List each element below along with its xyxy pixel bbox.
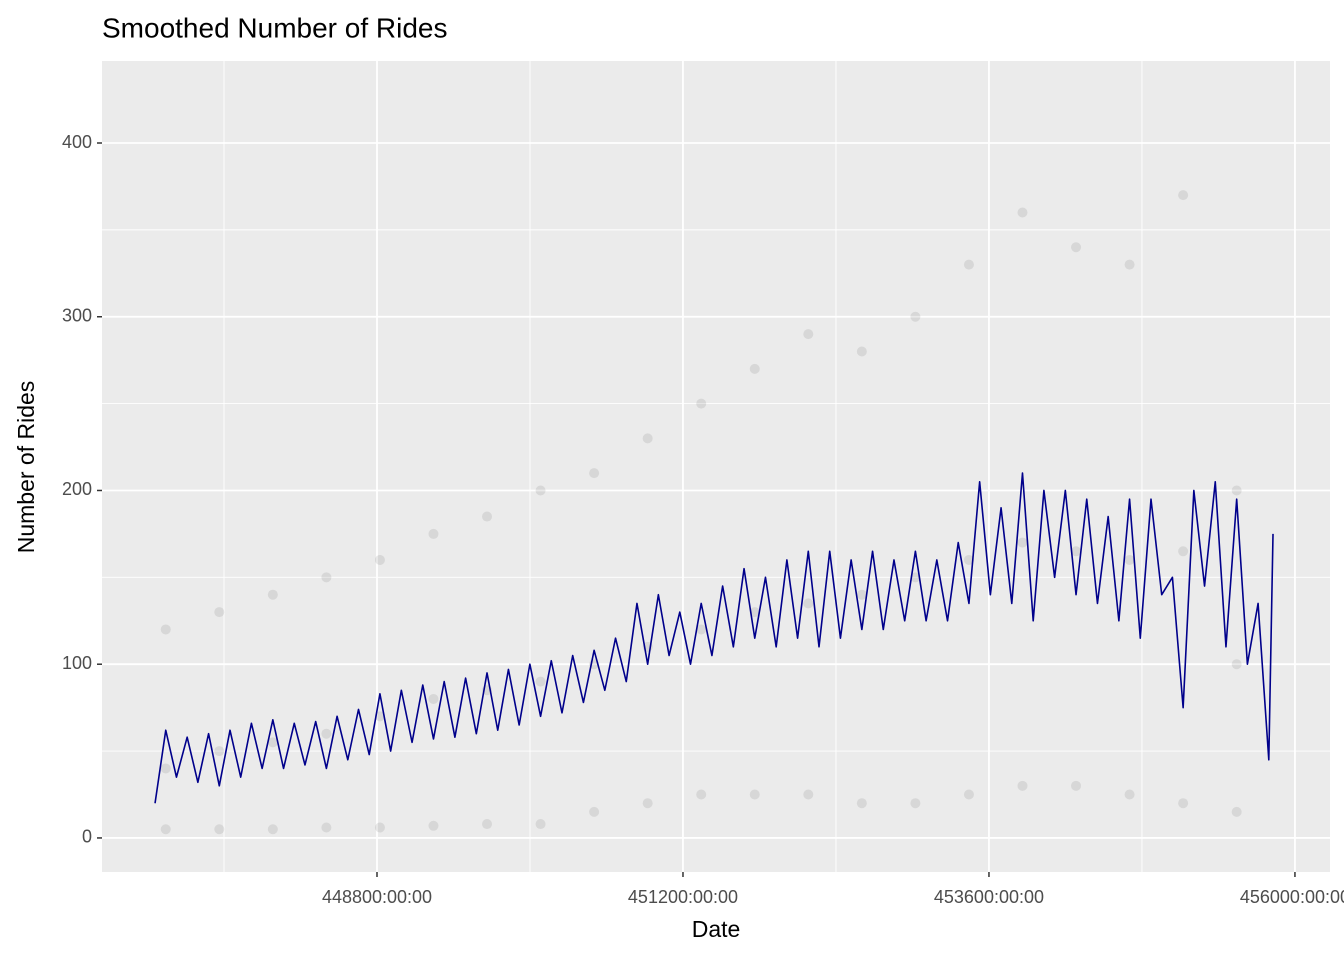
plot-panel xyxy=(102,61,1330,872)
ride-point xyxy=(482,511,493,522)
ride-point xyxy=(214,607,225,618)
ride-point xyxy=(214,824,225,835)
ride-point xyxy=(749,789,760,800)
x-tick-label: 456000:00:00 xyxy=(1240,887,1344,907)
ride-point xyxy=(160,824,171,835)
ride-point xyxy=(535,676,546,687)
x-axis-title: Date xyxy=(692,916,741,942)
ride-point xyxy=(482,819,493,830)
ride-point xyxy=(749,363,760,374)
ride-point xyxy=(910,572,921,583)
ride-point xyxy=(696,398,707,409)
ride-point xyxy=(642,798,653,809)
ride-point xyxy=(1178,546,1189,557)
ride-point xyxy=(856,798,867,809)
ride-point xyxy=(535,819,546,830)
ride-point xyxy=(642,433,653,444)
ride-point xyxy=(214,746,225,757)
ride-point xyxy=(267,589,278,600)
ride-point xyxy=(428,693,439,704)
ride-point xyxy=(374,554,385,565)
ride-point xyxy=(910,798,921,809)
grid xyxy=(102,61,1330,872)
ride-point xyxy=(160,624,171,635)
x-tick-label: 448800:00:00 xyxy=(322,887,432,907)
y-tick-label: 100 xyxy=(62,653,92,673)
ride-point xyxy=(1071,780,1082,791)
y-tick-label: 200 xyxy=(62,479,92,499)
y-tick-label: 300 xyxy=(62,305,92,325)
x-tick-label: 451200:00:00 xyxy=(628,887,738,907)
chart-title: Smoothed Number of Rides xyxy=(102,12,448,43)
ride-point xyxy=(374,711,385,722)
ride-point xyxy=(589,468,600,479)
marks xyxy=(154,190,1274,835)
ride-point xyxy=(160,763,171,774)
ride-point xyxy=(1071,546,1082,557)
ride-point xyxy=(535,485,546,496)
ride-point xyxy=(1178,190,1189,201)
ride-point xyxy=(803,598,814,609)
ride-point xyxy=(1231,485,1242,496)
ride-point xyxy=(428,528,439,539)
ride-point xyxy=(963,259,974,270)
smoothed-line xyxy=(154,472,1274,804)
ride-point xyxy=(1231,659,1242,670)
ride-point xyxy=(856,589,867,600)
ride-point xyxy=(428,820,439,831)
x-tick-label: 453600:00:00 xyxy=(934,887,1044,907)
ride-point xyxy=(1124,554,1135,565)
ride-point xyxy=(803,329,814,340)
ride-point xyxy=(963,554,974,565)
ride-point xyxy=(321,822,332,833)
ride-point xyxy=(963,789,974,800)
ride-point xyxy=(1017,207,1028,218)
ride-point xyxy=(1178,798,1189,809)
ride-point xyxy=(589,806,600,817)
y-tick-label: 0 xyxy=(82,827,92,847)
ride-point xyxy=(1017,537,1028,548)
ride-point xyxy=(267,737,278,748)
ride-point xyxy=(321,572,332,583)
ride-point xyxy=(321,728,332,739)
ride-point xyxy=(267,824,278,835)
ride-point xyxy=(1017,780,1028,791)
ride-point xyxy=(1231,806,1242,817)
ride-point xyxy=(910,311,921,322)
ride-point xyxy=(1124,789,1135,800)
y-axis-title: Number of Rides xyxy=(13,381,39,554)
ride-point xyxy=(1071,242,1082,253)
ride-point xyxy=(696,789,707,800)
ride-point xyxy=(803,789,814,800)
ride-point xyxy=(374,822,385,833)
ride-point xyxy=(856,346,867,357)
ride-point xyxy=(696,624,707,635)
y-tick-label: 400 xyxy=(62,132,92,152)
ride-point xyxy=(749,607,760,618)
ride-point xyxy=(1124,259,1135,270)
